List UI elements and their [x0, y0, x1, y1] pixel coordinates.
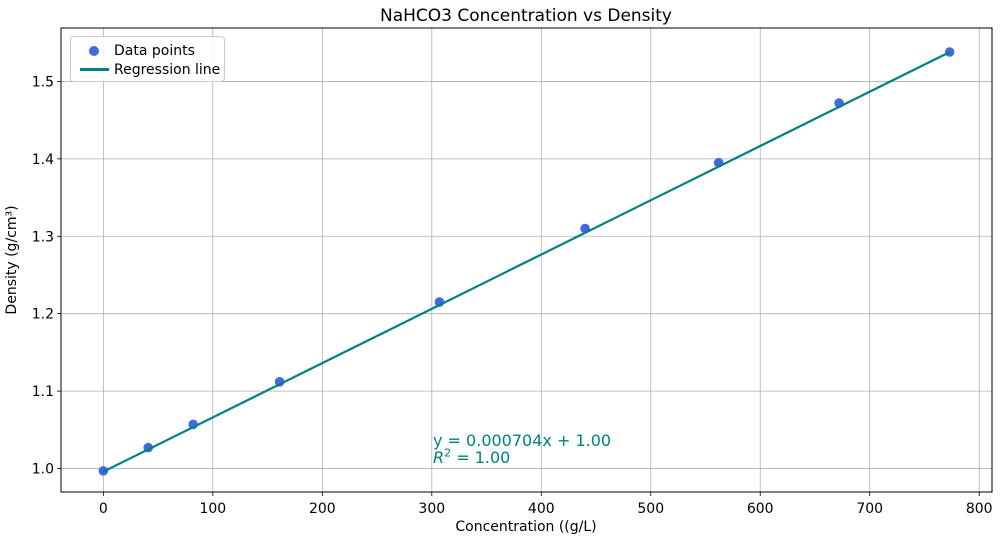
regression-line-swatch-icon: [79, 68, 109, 71]
chart-title: NaHCO3 Concentration vs Density: [380, 6, 672, 26]
x-tick-label: 400: [528, 501, 555, 517]
x-tick-label: 100: [199, 501, 226, 517]
x-tick-label: 500: [637, 501, 664, 517]
regression-line: [102, 50, 951, 473]
tick-layer: 0 100 200 300 400 500 600 700 800 1.0 1.1 1.2 1.3 1.4…: [32, 74, 993, 517]
y-tick-label: 1.1: [32, 384, 54, 400]
x-tick-label: 300: [418, 501, 445, 517]
legend-item-data-points: Data points: [79, 41, 218, 60]
legend-item-regression-line: Regression line: [79, 60, 221, 79]
y-tick-label: 1.5: [32, 74, 54, 90]
equation-text: y = 0.000704x + 1.00: [433, 431, 612, 450]
regression-annotation: y = 0.000704x + 1.00 R2 = 1.00: [433, 432, 611, 466]
legend-label-data-points: Data points: [114, 42, 195, 59]
legend: Data points Regression line: [70, 36, 225, 82]
x-tick-label: 200: [309, 501, 336, 517]
r-squared-exponent: 2: [444, 446, 452, 460]
r-squared-symbol: R: [433, 448, 445, 467]
y-tick-label: 1.3: [32, 229, 54, 245]
legend-swatch-wrap: [79, 45, 109, 56]
x-tick-label: 600: [747, 501, 774, 517]
x-tick-label: 800: [966, 501, 993, 517]
y-axis-label: Density (g/cm³): [4, 205, 20, 314]
plot-border: [60, 27, 993, 493]
y-tick-label: 1.2: [32, 307, 54, 323]
r-squared-value: = 1.00: [451, 448, 511, 467]
grid-layer: [61, 28, 992, 492]
y-tick-label: 1.0: [32, 462, 54, 478]
legend-swatch-wrap: [79, 68, 109, 71]
r-squared-text: R2 = 1.00: [433, 446, 611, 467]
x-axis-label: Concentration ((g/L): [455, 519, 596, 535]
y-tick-label: 1.4: [32, 152, 54, 168]
data-points-marker-icon: [89, 45, 99, 56]
legend-label-regression-line: Regression line: [114, 61, 221, 78]
series-layer: [98, 47, 955, 476]
x-tick-label: 0: [99, 501, 108, 517]
x-tick-label: 700: [856, 501, 883, 517]
